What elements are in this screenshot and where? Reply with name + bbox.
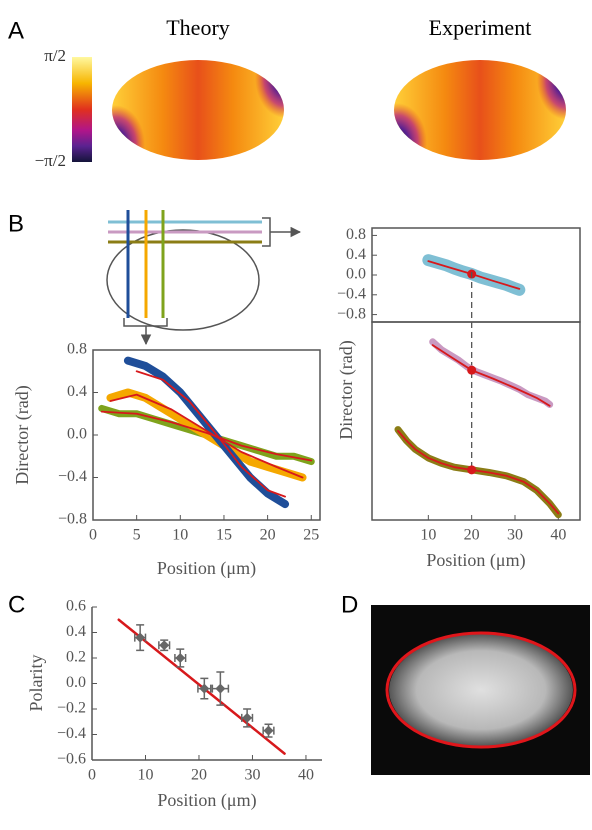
panel-label: D [341,591,358,618]
x-axis-label: Position (μm) [426,550,525,571]
y-axis-label: Polarity [26,655,46,712]
y-tick-label: 0.4 [346,246,366,263]
y-tick-label: −0.4 [57,725,86,742]
point [467,465,477,475]
x-tick-label: 10 [172,527,188,544]
x-tick-label: 30 [507,527,523,544]
x-tick-label: 5 [133,527,141,544]
y-tick-label: 0.4 [66,623,86,640]
colorbar-label: −π/2 [35,151,66,170]
y-tick-label: 0.2 [66,649,86,666]
point [135,632,146,643]
panel-title: Theory [166,15,230,40]
plot-frame [371,321,581,521]
y-tick-label: −0.8 [337,305,366,322]
point [199,683,210,694]
point [159,640,170,651]
point [215,683,226,694]
series-line [106,388,307,482]
y-tick-label: −0.6 [57,751,86,768]
y-tick-label: 0.6 [66,598,86,615]
panel-label: C [8,591,25,618]
panel-label: A [8,17,24,44]
point [242,712,253,723]
x-tick-label: 0 [88,767,96,784]
x-tick-label: 10 [137,767,153,784]
x-tick-label: 10 [420,527,436,544]
y-tick-label: 0.8 [67,341,87,358]
microscopy-image [371,605,590,775]
colorbar-label: π/2 [44,46,66,65]
x-axis-label: Position (μm) [157,790,256,811]
panel-label: B [8,210,24,237]
x-tick-label: 20 [191,767,207,784]
schematic [106,210,300,344]
y-tick-label: −0.8 [58,511,87,528]
x-tick-label: 20 [260,527,276,544]
x-tick-label: 40 [550,527,566,544]
series-line [123,356,290,509]
series-line [109,393,304,479]
x-tick-label: 30 [244,767,260,784]
x-tick-label: 25 [303,527,319,544]
y-tick-label: −0.4 [58,468,87,485]
y-tick-label: 0.0 [66,674,86,691]
y-tick-label: 0.0 [346,266,366,283]
y-tick-label: −0.2 [57,700,86,717]
panel-title: Experiment [429,15,532,40]
point [263,725,274,736]
experiment-map [394,60,566,160]
series-line [394,426,562,519]
y-tick-label: 0.4 [67,383,87,400]
x-tick-label: 15 [216,527,232,544]
theory-map [112,60,284,160]
y-tick-label: 0.8 [346,226,366,243]
series-line [431,344,551,407]
x-axis-label: Position (μm) [157,558,256,579]
y-axis-label: Director (rad) [12,385,33,484]
series-line [135,370,286,498]
y-tick-label: −0.4 [337,285,366,302]
series-line [100,410,313,462]
y-tick-label: 0.0 [67,426,87,443]
point [467,365,477,375]
y-axis-label: Director (rad) [336,340,357,439]
point [175,653,186,663]
x-tick-label: 0 [89,527,97,544]
colorbar [72,57,92,162]
x-tick-label: 40 [298,767,314,784]
x-tick-label: 20 [464,527,480,544]
